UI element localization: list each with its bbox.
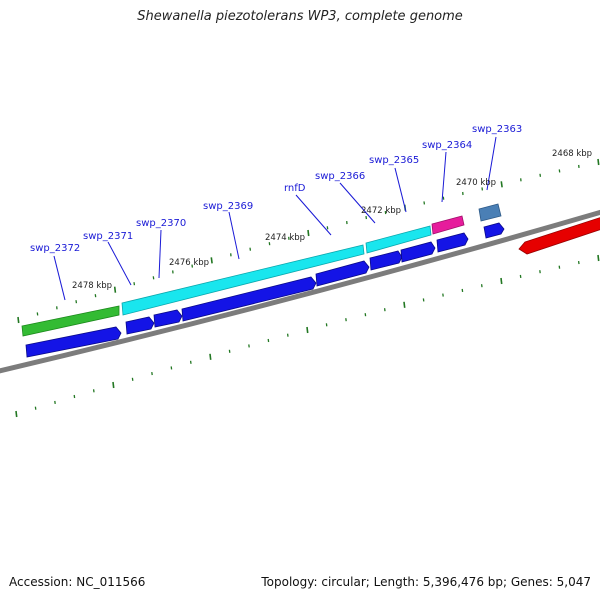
gene-label-leaders bbox=[53, 136, 497, 301]
cds-arrow-2[interactable] bbox=[125, 316, 155, 335]
gene-label-swp-2370: swp_2370 bbox=[136, 218, 186, 229]
gene-swp-2363-feature[interactable] bbox=[478, 203, 502, 222]
upper-track-tick bbox=[210, 257, 213, 264]
gene-label-swp-2365: swp_2365 bbox=[369, 155, 419, 166]
lower-track-tick bbox=[500, 277, 503, 285]
tick-label-2476-kbp: 2476 kbp bbox=[169, 258, 209, 268]
upper-track-tick bbox=[597, 158, 600, 166]
gene-swp-2372-feature[interactable] bbox=[21, 305, 120, 337]
lower-track-tick bbox=[209, 353, 212, 360]
cds-arrow-6[interactable] bbox=[369, 250, 403, 271]
map-title: Shewanella piezotolerans WP3, complete g… bbox=[137, 9, 463, 24]
cds-arrow-5[interactable] bbox=[315, 260, 370, 287]
lower-track-tick bbox=[403, 301, 406, 308]
upper-track-tick bbox=[113, 286, 117, 293]
gene-label-swp-2369: swp_2369 bbox=[203, 201, 253, 212]
lower-track-tick bbox=[15, 410, 18, 418]
upper-track-tick bbox=[307, 229, 310, 237]
tick-label-2472-kbp: 2472 kbp bbox=[361, 206, 401, 216]
topology-text: Topology: circular; Length: 5,396,476 bp… bbox=[261, 575, 591, 589]
cds-arrow-1[interactable] bbox=[25, 326, 122, 358]
lower-track-tick bbox=[112, 381, 115, 389]
gene-cyan-feature-2[interactable] bbox=[365, 225, 432, 254]
cds-arrow-4[interactable] bbox=[181, 276, 317, 322]
tick-label-2468-kbp: 2468 kbp bbox=[552, 149, 592, 159]
gene-swp-2364-feature[interactable] bbox=[431, 215, 465, 235]
gene-label-swp-2371: swp_2371 bbox=[83, 231, 133, 242]
gene-label-rnfd: rnfD bbox=[284, 183, 306, 194]
gene-label-swp-2366: swp_2366 bbox=[315, 171, 365, 182]
genome-backbone bbox=[0, 209, 600, 374]
lower-track-tick bbox=[306, 326, 309, 334]
gene-label-swp-2364: swp_2364 bbox=[422, 140, 472, 151]
lower-track-tick bbox=[597, 254, 600, 262]
upper-track-tick bbox=[17, 316, 20, 324]
tick-label-2474-kbp: 2474 kbp bbox=[265, 233, 305, 243]
gene-cyan-feature-1[interactable] bbox=[121, 244, 365, 316]
gene-label-swp-2372: swp_2372 bbox=[30, 243, 80, 254]
tick-label-2478-kbp: 2478 kbp bbox=[72, 281, 112, 291]
cds-arrow-9[interactable] bbox=[483, 222, 505, 239]
gene-label-swp-2363: swp_2363 bbox=[472, 124, 522, 135]
upper-track-tick bbox=[500, 181, 503, 188]
cds-arrow-7[interactable] bbox=[400, 241, 436, 263]
cds-arrow-3[interactable] bbox=[153, 309, 183, 328]
tick-label-2470-kbp: 2470 kbp bbox=[456, 178, 496, 188]
gene-red-feature[interactable] bbox=[518, 216, 600, 255]
cds-arrow-8[interactable] bbox=[436, 232, 469, 253]
accession-text: Accession: NC_011566 bbox=[9, 575, 146, 589]
